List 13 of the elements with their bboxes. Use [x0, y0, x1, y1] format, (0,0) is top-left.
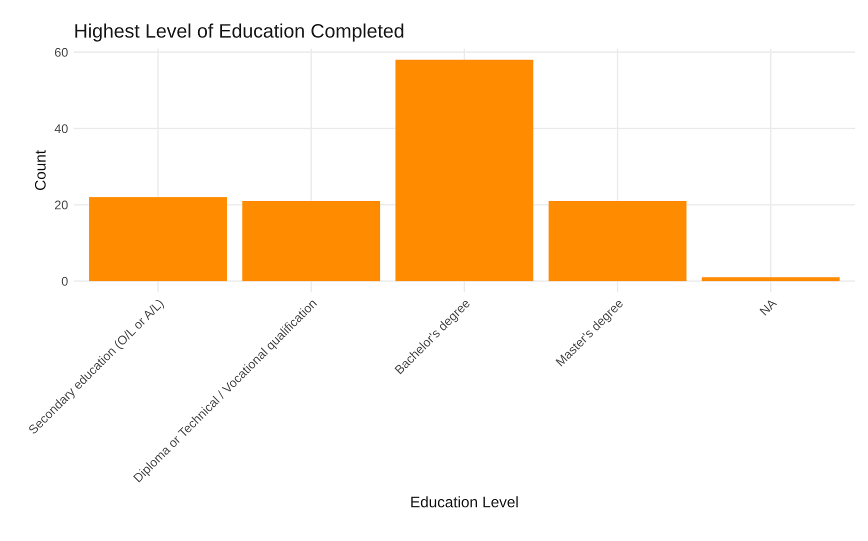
- x-axis-title: Education Level: [411, 496, 518, 508]
- y-tick-label: 0: [62, 276, 68, 286]
- bar: [395, 60, 534, 282]
- y-tick-label: 60: [54, 48, 68, 57]
- y-tick-label: 20: [54, 200, 68, 210]
- y-tick-label: 40: [54, 124, 68, 134]
- y-axis-title: Count: [34, 150, 46, 190]
- x-tick-label: NA: [760, 298, 778, 316]
- chart-title: Highest Level of Education Completed: [75, 23, 404, 42]
- bar: [242, 200, 380, 282]
- bar: [89, 197, 227, 282]
- bar: [548, 200, 686, 282]
- bar: [702, 277, 840, 282]
